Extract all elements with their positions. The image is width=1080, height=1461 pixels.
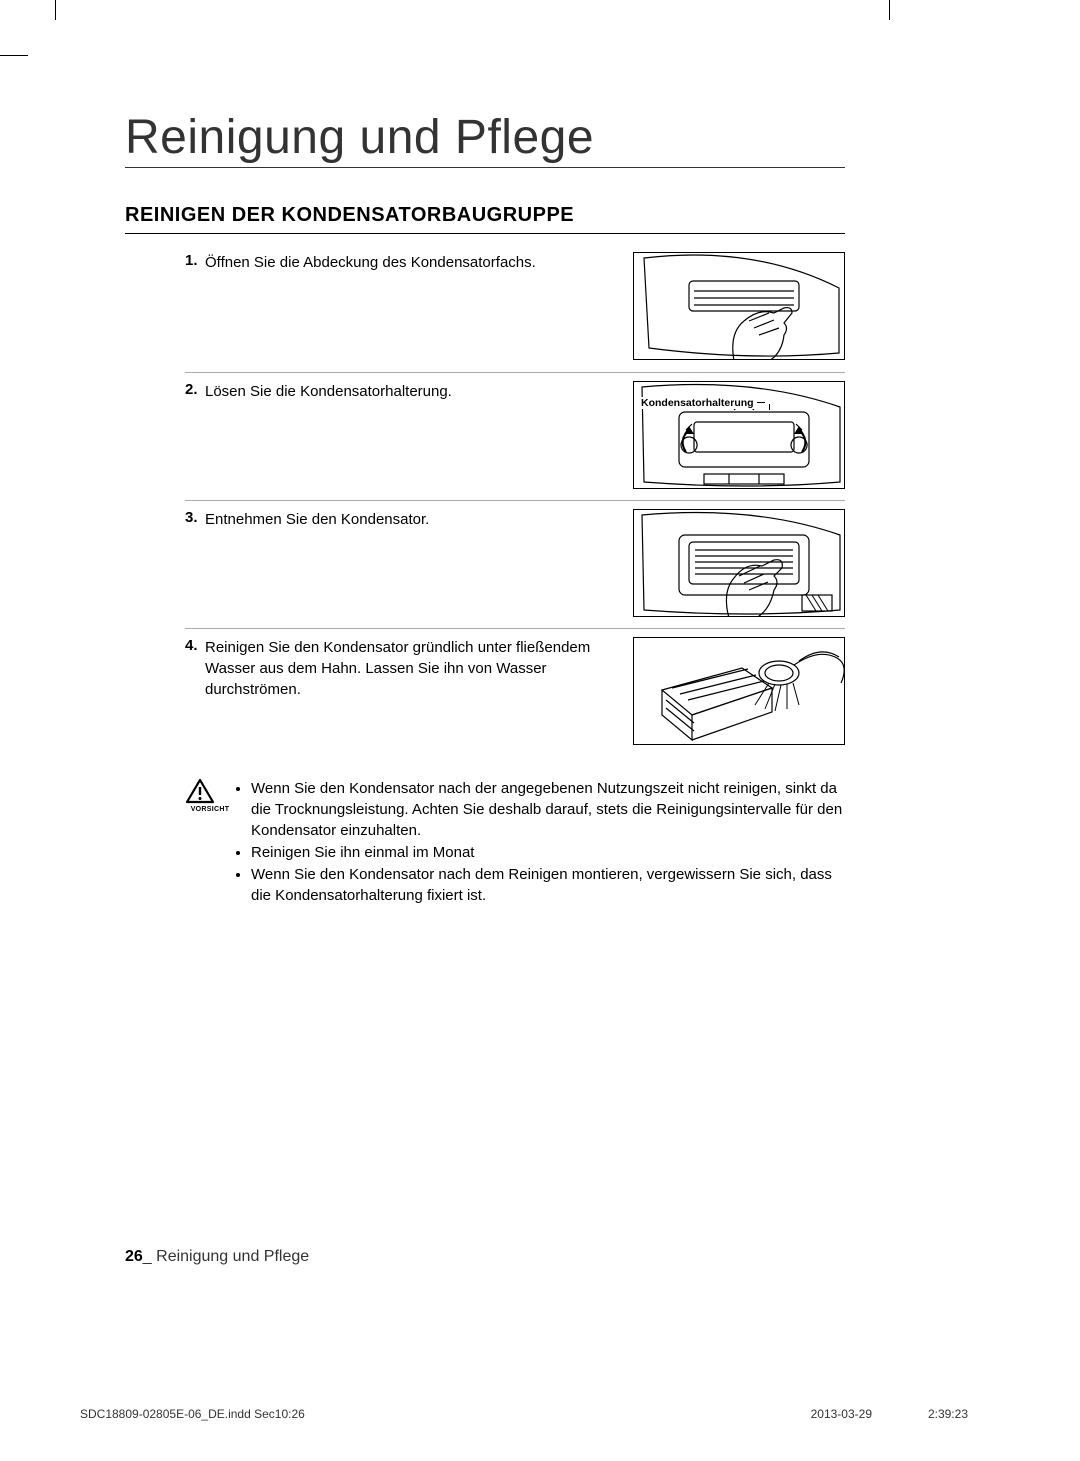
slug-time: 2:39:23	[928, 1407, 968, 1421]
step-text: Entnehmen Sie den Kondensator.	[205, 509, 633, 620]
step-list: 1. Öffnen Sie die Abdeckung des Kondensa…	[185, 244, 845, 748]
caution-block: VORSICHT Wenn Sie den Kondensator nach d…	[185, 778, 845, 907]
caution-list: Wenn Sie den Kondensator nach der angege…	[251, 778, 845, 907]
footer-sep: _	[143, 1248, 156, 1265]
step-text: Lösen Sie die Kondensatorhalterung.	[205, 381, 633, 492]
step-number: 1.	[185, 252, 205, 364]
caution-item: Wenn Sie den Kondensator nach dem Reinig…	[251, 864, 845, 906]
page-title: Reinigung und Pflege	[125, 110, 845, 168]
warning-triangle-icon	[185, 778, 215, 804]
step-3: 3. Entnehmen Sie den Kondensator.	[185, 500, 845, 620]
slug-filename: SDC18809-02805E-06_DE.indd Sec10:26	[80, 1407, 305, 1421]
crop-marks	[0, 0, 1080, 40]
step-4: 4. Reinigen Sie den Kondensator gründlic…	[185, 628, 845, 748]
step-figure-4	[633, 637, 845, 745]
page-content: Reinigung und Pflege REINIGEN DER KONDEN…	[125, 110, 845, 907]
step-1: 1. Öffnen Sie die Abdeckung des Kondensa…	[185, 244, 845, 364]
step-2: 2. Lösen Sie die Kondensatorhalterung. K…	[185, 372, 845, 492]
page-number: 26	[125, 1248, 143, 1265]
caution-item: Wenn Sie den Kondensator nach der angege…	[251, 778, 845, 841]
page-footer: 26_ Reinigung und Pflege	[125, 1248, 309, 1266]
footer-title: Reinigung und Pflege	[156, 1248, 309, 1265]
step-figure-2: Kondensatorhalterung	[633, 381, 845, 489]
step-figure-1	[633, 252, 845, 360]
figure-label: Kondensatorhalterung	[640, 397, 766, 409]
step-number: 3.	[185, 509, 205, 620]
step-number: 4.	[185, 637, 205, 748]
slug-date: 2013-03-29	[811, 1407, 872, 1421]
step-number: 2.	[185, 381, 205, 492]
step-text: Öffnen Sie die Abdeckung des Kondensator…	[205, 252, 633, 364]
step-figure-3	[633, 509, 845, 617]
section-heading: REINIGEN DER KONDENSATORBAUGRUPPE	[125, 204, 845, 234]
caution-label: VORSICHT	[185, 806, 235, 813]
caution-icon-wrap: VORSICHT	[185, 778, 235, 907]
step-text: Reinigen Sie den Kondensator gründlich u…	[205, 637, 633, 748]
caution-item: Reinigen Sie ihn einmal im Monat	[251, 842, 845, 863]
